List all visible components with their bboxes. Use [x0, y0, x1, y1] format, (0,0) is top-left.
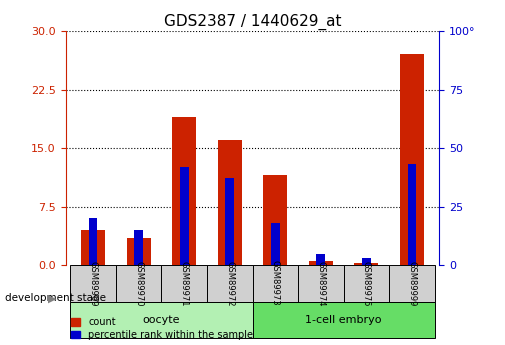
- Text: GSM89999: GSM89999: [408, 260, 417, 306]
- Bar: [408, 165, 417, 265]
- FancyBboxPatch shape: [252, 265, 298, 302]
- Bar: [88, 218, 97, 265]
- FancyBboxPatch shape: [207, 265, 252, 302]
- FancyBboxPatch shape: [252, 302, 435, 338]
- FancyBboxPatch shape: [298, 265, 343, 302]
- Bar: [180, 167, 188, 265]
- Bar: [271, 223, 280, 265]
- Bar: [263, 175, 287, 265]
- Bar: [362, 258, 371, 265]
- Text: oocyte: oocyte: [142, 315, 180, 325]
- Text: development stage: development stage: [5, 294, 106, 303]
- Bar: [172, 117, 196, 265]
- Bar: [400, 55, 424, 265]
- Text: GSM89969: GSM89969: [88, 260, 97, 306]
- Text: GSM89974: GSM89974: [316, 260, 325, 306]
- Text: 1-cell embryo: 1-cell embryo: [306, 315, 382, 325]
- Bar: [317, 255, 325, 265]
- Text: GSM89972: GSM89972: [225, 260, 234, 306]
- Bar: [127, 238, 150, 265]
- FancyBboxPatch shape: [162, 265, 207, 302]
- Legend: count, percentile rank within the sample: count, percentile rank within the sample: [71, 317, 253, 340]
- Bar: [309, 261, 333, 265]
- FancyBboxPatch shape: [343, 265, 389, 302]
- FancyBboxPatch shape: [70, 265, 116, 302]
- Text: GSM89973: GSM89973: [271, 260, 280, 306]
- Bar: [134, 230, 143, 265]
- FancyBboxPatch shape: [70, 302, 252, 338]
- Bar: [355, 263, 378, 265]
- FancyBboxPatch shape: [116, 265, 162, 302]
- Title: GDS2387 / 1440629_at: GDS2387 / 1440629_at: [164, 13, 341, 30]
- Bar: [225, 178, 234, 265]
- Text: ▶: ▶: [48, 294, 57, 303]
- FancyBboxPatch shape: [389, 265, 435, 302]
- Text: GSM89971: GSM89971: [180, 260, 189, 306]
- Bar: [81, 230, 105, 265]
- Bar: [218, 140, 242, 265]
- Text: GSM89970: GSM89970: [134, 260, 143, 306]
- Text: GSM89975: GSM89975: [362, 260, 371, 306]
